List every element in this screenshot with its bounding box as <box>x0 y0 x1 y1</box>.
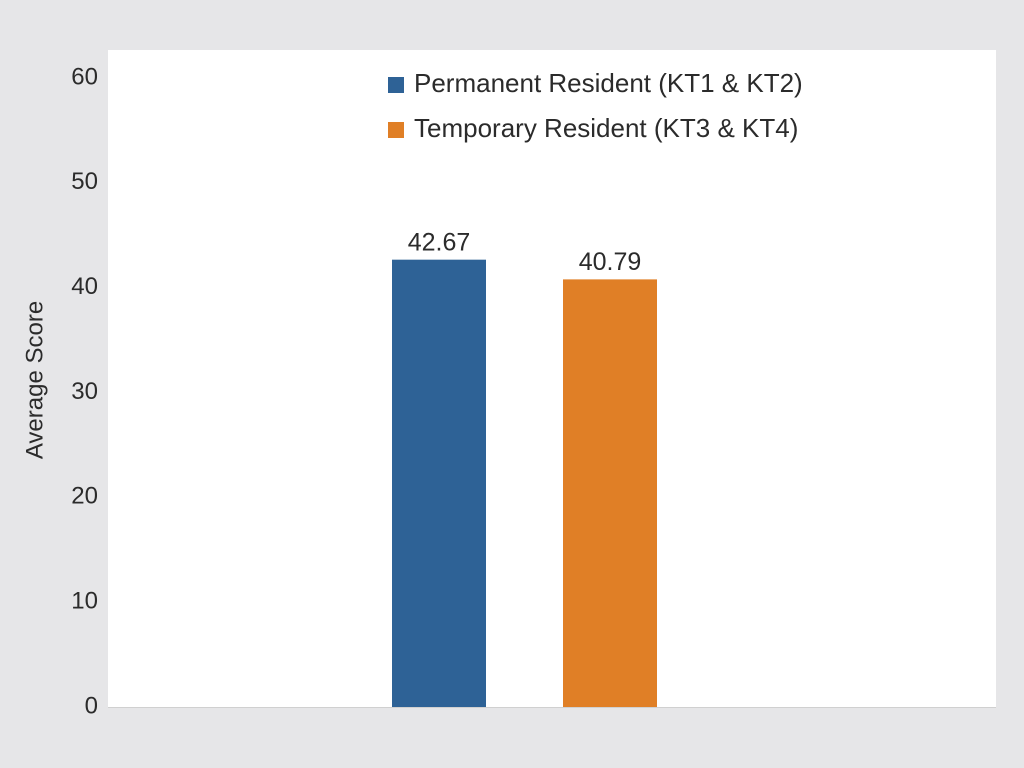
y-tick-label: 50 <box>71 168 98 195</box>
plot-panel <box>108 50 996 708</box>
value-label: 42.67 <box>408 228 471 256</box>
bar <box>392 259 486 707</box>
bar <box>563 279 657 707</box>
legend-label: Temporary Resident (KT3 & KT4) <box>414 113 798 143</box>
y-tick-label: 60 <box>71 63 98 90</box>
y-axis-label: Average Score <box>21 301 48 459</box>
legend-swatch <box>388 77 404 93</box>
y-tick-label: 10 <box>71 588 98 615</box>
y-tick-label: 30 <box>71 378 98 405</box>
legend-label: Permanent Resident (KT1 & KT2) <box>414 68 803 98</box>
legend-swatch <box>388 122 404 138</box>
y-tick-label: 40 <box>71 273 98 300</box>
y-tick-label: 0 <box>85 692 98 719</box>
value-label: 40.79 <box>579 248 642 276</box>
y-tick-label: 20 <box>71 483 98 510</box>
